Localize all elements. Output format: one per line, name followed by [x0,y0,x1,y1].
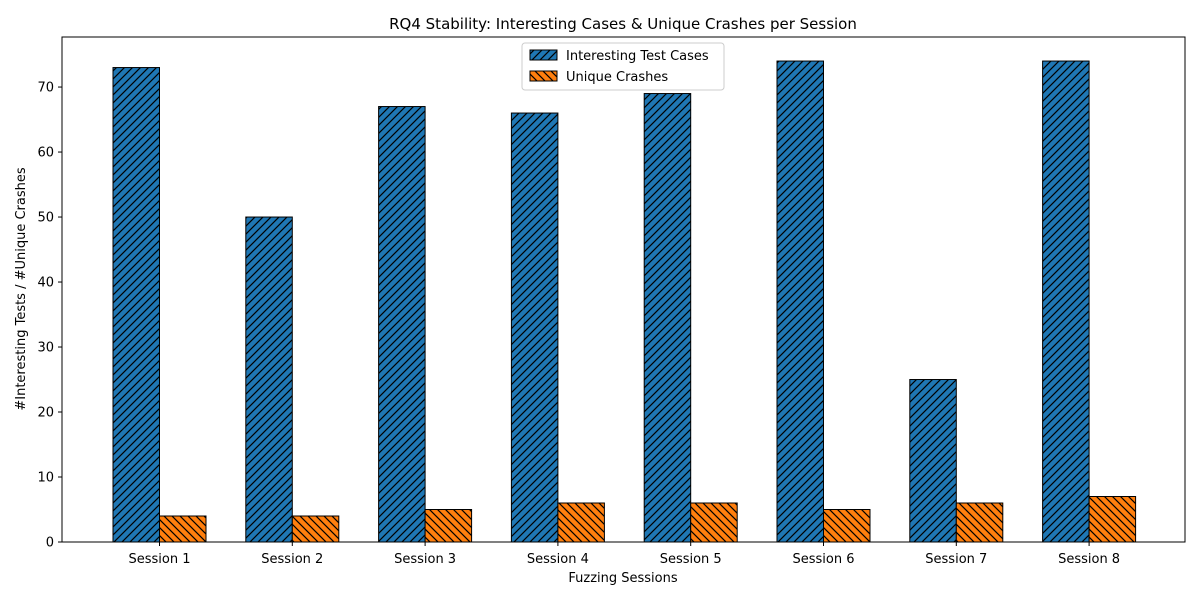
x-tick-label: Session 6 [792,552,854,567]
y-axis: 0 10 20 30 40 50 60 70 [37,81,62,551]
legend-box [521,42,725,91]
bar-hatch-interesting-test-cases-8 [1042,60,1090,543]
plot-frame [61,36,1186,543]
y-tick-label: 40 [37,276,54,291]
y-tick-label: 50 [37,211,54,226]
legend-swatch-hatch-interesting-test-cases [529,49,558,61]
y-tick-label: 60 [37,146,54,161]
bar-hatch-unique-crashes-7 [955,502,1004,543]
x-tick-label: Session 8 [1058,552,1120,567]
y-tick-label: 70 [37,81,54,96]
y-tick-label: 30 [37,341,54,356]
bar-hatch-interesting-test-cases-1 [112,67,160,543]
chart-title: RQ4 Stability: Interesting Cases & Uniqu… [389,15,857,33]
x-tick-label: Session 5 [660,552,722,567]
x-tick-label: Session 3 [394,552,456,567]
bars-group [112,60,1137,543]
y-tick-label: 20 [37,406,54,421]
bar-hatch-interesting-test-cases-2 [245,216,293,543]
bar-hatch-interesting-test-cases-6 [776,60,824,543]
bar-hatch-unique-crashes-2 [291,515,340,543]
bar-hatch-unique-crashes-6 [823,509,871,543]
legend-swatch-hatch-unique-crashes [529,70,558,82]
bar-hatch-unique-crashes-8 [1088,496,1137,543]
x-axis-label: Fuzzing Sessions [568,571,677,586]
bar-hatch-interesting-test-cases-4 [510,112,559,543]
bar-hatch-unique-crashes-4 [557,502,605,543]
bar-hatch-interesting-test-cases-7 [909,379,957,543]
legend-label-unique-crashes: Unique Crashes [566,70,668,85]
bar-hatch-unique-crashes-3 [424,509,473,543]
x-tick-label: Session 4 [527,552,589,567]
x-tick-label: Session 1 [128,552,190,567]
x-tick-label: Session 7 [925,552,987,567]
bar-hatch-interesting-test-cases-3 [378,106,426,543]
bar-hatch-interesting-test-cases-5 [643,93,692,543]
x-axis: Session 1 Session 2 Session 3 Session 4 Sess… [128,542,1120,567]
y-axis-label: #Interesting Tests / #Unique Crashes [14,167,29,411]
bar-hatch-unique-crashes-1 [159,515,207,543]
y-tick-label: 0 [46,536,54,551]
x-tick-label: Session 2 [261,552,323,567]
y-tick-label: 10 [37,471,54,486]
bar-hatch-unique-crashes-5 [690,502,738,543]
legend: Interesting Test Cases Unique Crashes [521,42,725,91]
legend-label-interesting-test-cases: Interesting Test Cases [566,49,709,64]
